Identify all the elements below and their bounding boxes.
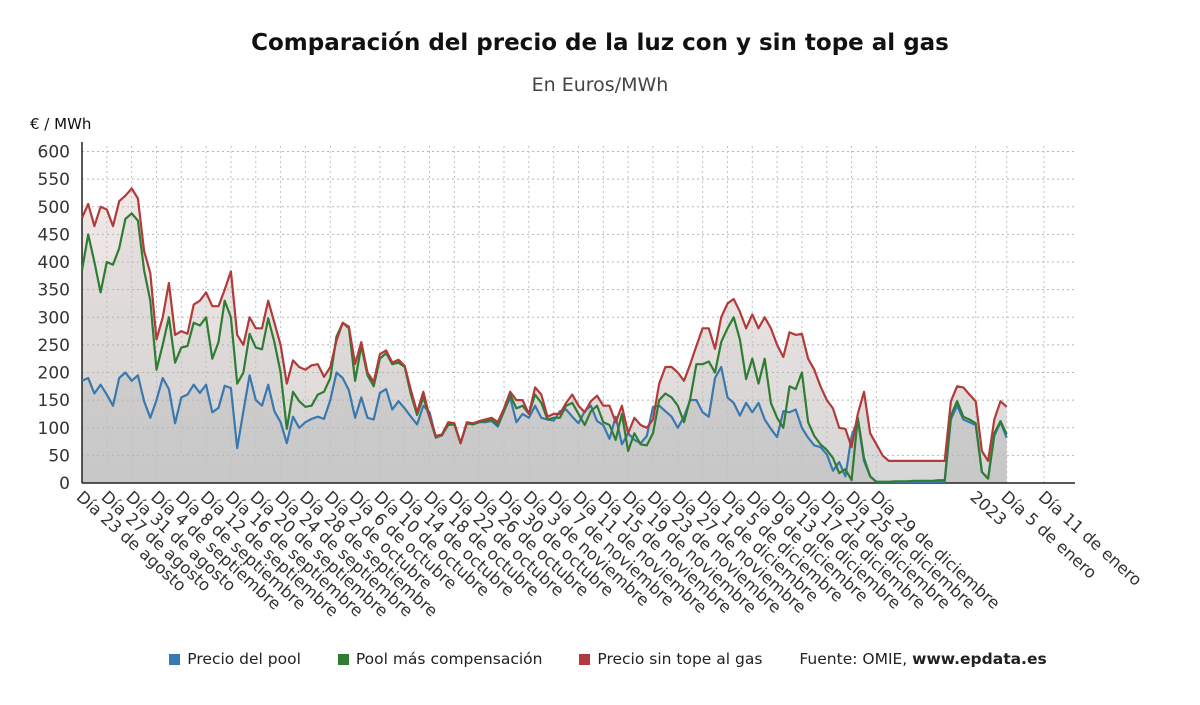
- legend-item-compensacion: Pool más compensación: [337, 650, 543, 668]
- y-tick-label: 450: [38, 225, 70, 245]
- y-tick-label: 0: [59, 474, 70, 494]
- legend-swatch-sin-tope: [579, 654, 591, 665]
- chart-title: Comparación del precio de la luz con y s…: [251, 30, 949, 56]
- legend-label-compensacion: Pool más compensación: [355, 650, 543, 668]
- source-site: www.epdata.es: [912, 650, 1047, 668]
- y-tick-label: 150: [38, 391, 70, 411]
- y-axis-label: € / MWh: [30, 115, 91, 133]
- y-tick-label: 500: [38, 198, 70, 218]
- series-line-2: [80, 187, 1008, 462]
- chart-subtitle: En Euros/MWh: [531, 74, 669, 96]
- y-tick-label: 50: [48, 446, 70, 466]
- legend-swatch-pool: [169, 654, 181, 665]
- y-tick-label: 400: [38, 253, 70, 273]
- legend-label-sin-tope: Precio sin tope al gas: [597, 650, 763, 668]
- y-tick-label: 600: [38, 143, 70, 163]
- series-line-0: [81, 365, 1008, 483]
- legend-label-pool: Precio del pool: [187, 650, 301, 668]
- y-tick-label: 100: [38, 419, 70, 439]
- y-tick-label: 550: [38, 170, 70, 190]
- y-tick-label: 250: [38, 336, 70, 356]
- legend-item-pool: Precio del pool: [169, 650, 301, 668]
- area-fill-series-0: [82, 367, 1007, 483]
- area-fill-series-2: [82, 188, 1007, 483]
- legend-item-sin-tope: Precio sin tope al gas: [579, 650, 762, 668]
- source-prefix: Fuente: OMIE,: [799, 650, 913, 668]
- y-tick-label: 300: [38, 308, 70, 328]
- y-tick-label: 350: [38, 281, 70, 301]
- y-tick-label: 200: [38, 364, 70, 384]
- legend-swatch-compensacion: [337, 654, 349, 665]
- series-line-1: [80, 212, 1008, 483]
- legend: Precio del pool Pool más compensación Pr…: [0, 650, 1200, 668]
- source-note: Fuente: OMIE, www.epdata.es: [799, 650, 1046, 668]
